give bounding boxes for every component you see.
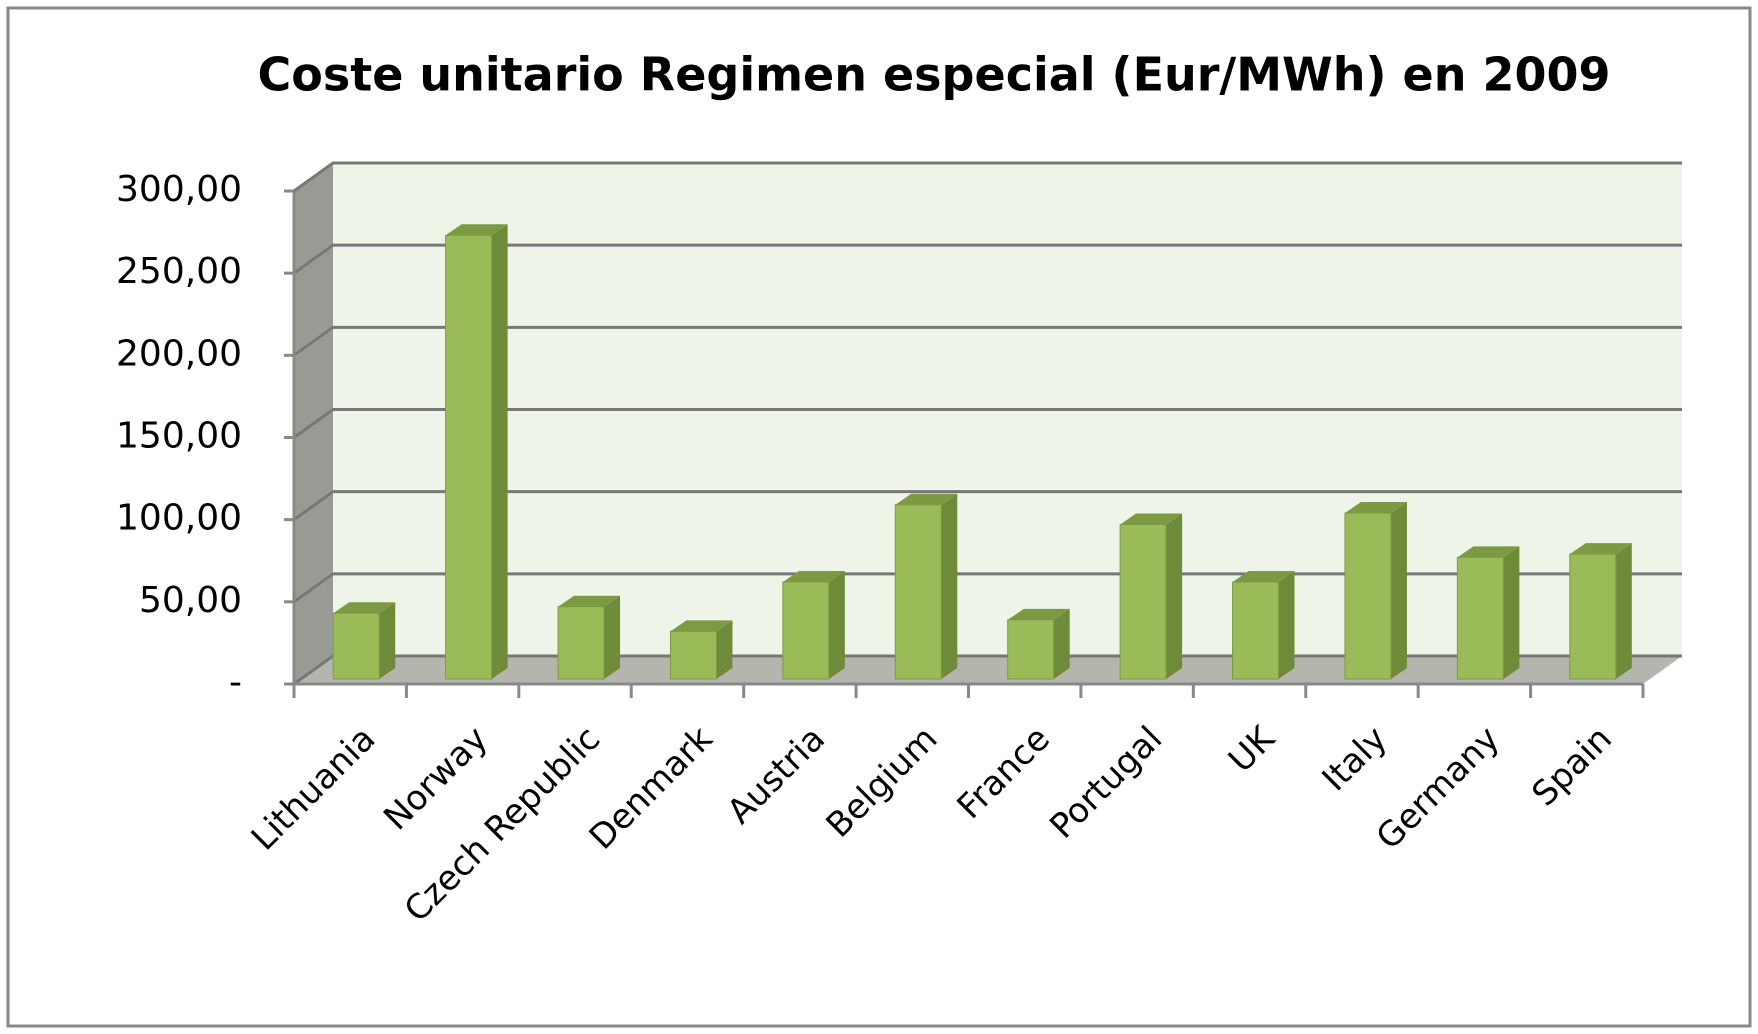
y-tick-label: 50,00 [139, 580, 242, 621]
y-tick-label: 100,00 [116, 498, 242, 539]
bar-top [782, 571, 845, 583]
grid-line [293, 161, 1682, 193]
bar [1007, 619, 1055, 680]
bar-side [379, 602, 396, 679]
bar-top [895, 493, 958, 505]
grid-line [293, 325, 1682, 357]
bar-top [670, 620, 733, 632]
bar-side [1166, 513, 1183, 679]
grid-line [293, 408, 1682, 439]
bar-side [1278, 571, 1295, 679]
bar [1456, 556, 1504, 680]
bar-top [1120, 513, 1183, 525]
chart-title: Coste unitario Regimen especial (Eur/MWh… [257, 48, 1610, 102]
y-tick-label: 250,00 [116, 251, 242, 292]
bar [332, 612, 380, 680]
floor [294, 656, 1682, 684]
y-tick-label: 150,00 [116, 416, 242, 457]
grid-line [293, 490, 1682, 521]
bar-top [333, 602, 396, 614]
bar [669, 630, 717, 680]
bar-side [941, 493, 958, 679]
bar-top [1007, 608, 1070, 620]
bar [1569, 553, 1617, 680]
bar [445, 234, 493, 680]
bar-top [1569, 543, 1632, 555]
bar [1119, 524, 1167, 680]
bar-side [716, 620, 733, 679]
bar [782, 581, 830, 680]
bar-top [558, 595, 621, 607]
grid-line [293, 243, 1682, 275]
bar [1232, 581, 1280, 680]
bar-top [1232, 571, 1295, 583]
bar-side [1503, 546, 1520, 679]
bar [1344, 512, 1392, 680]
bar-side [491, 224, 508, 680]
y-tick-label: 300,00 [116, 169, 242, 210]
bar-side [1053, 608, 1070, 679]
bar-side [1615, 543, 1632, 679]
bar-top [445, 224, 508, 236]
bar-top [1457, 546, 1520, 558]
y-tick-label: - [229, 662, 242, 703]
bar-top [1344, 502, 1407, 514]
bar-side [828, 571, 845, 679]
bar [894, 504, 942, 680]
grid-line [293, 572, 1682, 604]
bar-side [604, 595, 621, 679]
y-tick-label: 200,00 [116, 333, 242, 374]
bar [557, 606, 605, 680]
bar-side [1390, 502, 1407, 679]
